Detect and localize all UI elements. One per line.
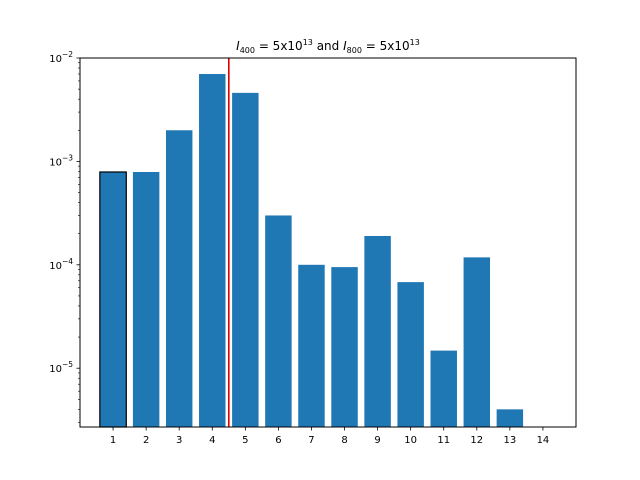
title-exponent-b: 13 — [410, 38, 420, 47]
x-tick-label-1: 1 — [110, 435, 116, 446]
x-tick-label-7: 7 — [308, 435, 314, 446]
x-tick-label-3: 3 — [176, 435, 182, 446]
title-value-b: = 5x10 — [362, 39, 410, 53]
bar-10 — [397, 282, 424, 427]
bar-9 — [364, 235, 391, 427]
title-symbol-b: I — [343, 39, 347, 53]
bar-1 — [99, 171, 127, 428]
bar-6 — [265, 215, 292, 427]
title-subscript-a: 400 — [240, 46, 255, 55]
bar-8 — [331, 267, 358, 427]
bars-layer — [99, 74, 524, 428]
x-tick-label-14: 14 — [537, 435, 550, 446]
x-tick-label-4: 4 — [209, 435, 215, 446]
x-tick-label-9: 9 — [374, 435, 380, 446]
bar-4 — [199, 74, 226, 427]
title-symbol-a: I — [236, 39, 240, 53]
title-joiner: and — [313, 39, 343, 53]
bar-13 — [496, 409, 524, 427]
x-tick-label-11: 11 — [437, 435, 450, 446]
x-tick-label-12: 12 — [470, 435, 483, 446]
x-tick-label-10: 10 — [404, 435, 417, 446]
x-tick-label-8: 8 — [341, 435, 347, 446]
x-tick-label-6: 6 — [275, 435, 281, 446]
title-exponent-a: 13 — [303, 38, 313, 47]
plot-frame — [79, 57, 577, 428]
x-tick-label-13: 13 — [503, 435, 516, 446]
bar-12 — [463, 257, 491, 427]
bar-11 — [430, 350, 457, 427]
chart-title: I400 = 5x1013 and I800 = 5x1013 — [236, 38, 420, 55]
title-value-a: = 5x10 — [255, 39, 303, 53]
x-tick-label-2: 2 — [143, 435, 149, 446]
bar-3 — [165, 130, 193, 427]
bar-2 — [132, 171, 160, 427]
bar-7 — [298, 264, 325, 427]
bar-5 — [232, 92, 259, 427]
title-subscript-b: 800 — [347, 46, 362, 55]
x-tick-label-5: 5 — [242, 435, 248, 446]
